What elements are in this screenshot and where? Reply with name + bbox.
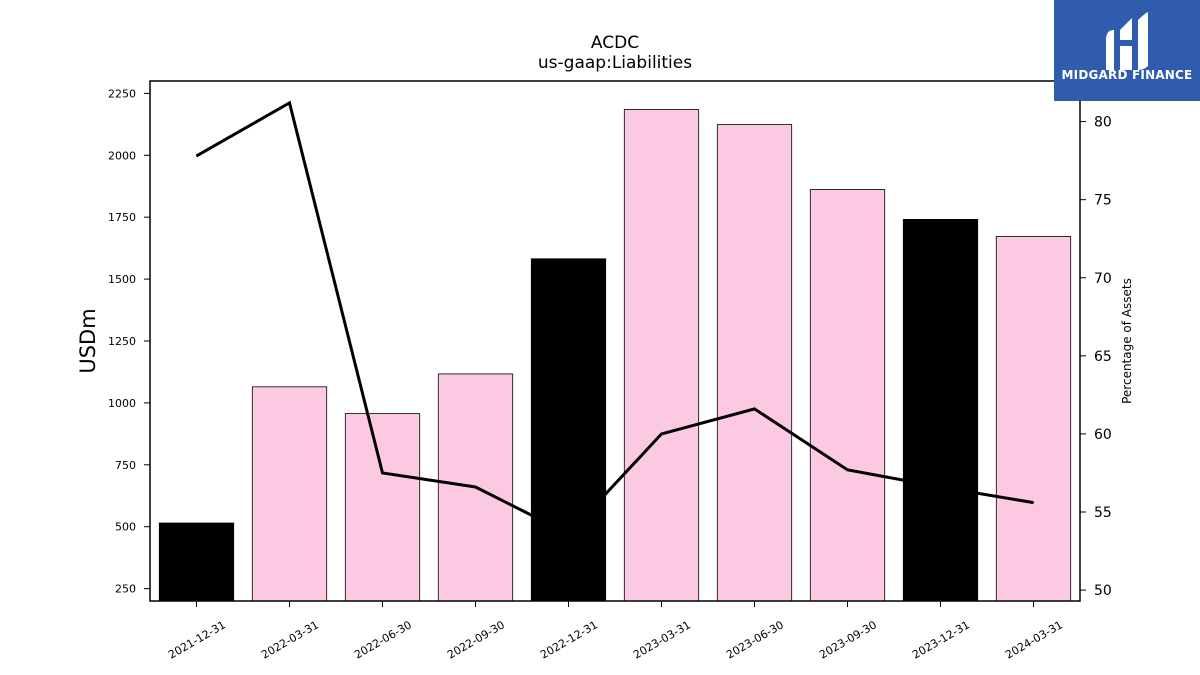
x-tick-label: 2022-09-30 (445, 618, 507, 661)
chart-subtitle: us-gaap:Liabilities (538, 53, 692, 73)
x-tick-label: 2022-06-30 (352, 618, 414, 661)
y-tick-label: 1500 (108, 273, 136, 286)
y-right-tick-label: 75 (1094, 193, 1112, 209)
line-point-2021-12-31 (196, 155, 197, 157)
line-point-2024-03-31 (1033, 502, 1034, 504)
bar-2023-12-31 (902, 219, 979, 602)
x-tick-label: 2023-06-30 (724, 618, 786, 661)
x-tick-label: 2022-12-31 (538, 618, 600, 661)
bar-2023-03-31 (623, 109, 700, 602)
y-tick-label: 2250 (108, 87, 136, 100)
x-tick-label: 2023-03-31 (631, 618, 693, 661)
line-point-2023-12-31 (940, 486, 941, 488)
x-tick-label: 2022-03-31 (259, 618, 321, 661)
y-right-tick-label: 80 (1094, 115, 1112, 131)
line-group (195, 100, 1034, 536)
bar-2023-06-30 (716, 124, 793, 602)
y-tick-label: 1750 (108, 211, 136, 224)
y-tick-label: 1000 (108, 397, 136, 410)
y-right-tick-label: 55 (1094, 505, 1112, 521)
y-tick-label: 500 (115, 521, 136, 534)
line-point-2022-03-31 (289, 102, 290, 104)
bars-group (158, 109, 1072, 602)
y-axis-left: 250 500 750 1000 1250 1500 1750 2000 2250 (108, 87, 150, 596)
chart-title: ACDC (591, 33, 639, 53)
line-point-2022-12-31 (568, 533, 569, 535)
percentage-of-assets-line (195, 100, 1034, 536)
x-tick-label: 2024-03-31 (1003, 618, 1065, 661)
line-point-2022-09-30 (475, 486, 476, 488)
y-tick-label: 2000 (108, 149, 136, 162)
bar-2022-06-30 (344, 413, 421, 602)
y-axis-label: USDm (76, 308, 100, 373)
y-tick-label: 750 (115, 459, 136, 472)
brand-logo: MIDGARD FINANCE (1054, 0, 1200, 101)
y-right-tick-label: 50 (1094, 583, 1112, 599)
y-axis-right-label: Percentage of Assets (1120, 278, 1134, 404)
bar-2024-03-31 (995, 236, 1072, 602)
bar-2022-12-31 (530, 258, 607, 602)
x-tick-label: 2023-12-31 (910, 618, 972, 661)
y-right-tick-label: 60 (1094, 427, 1112, 443)
bar-2021-12-31 (158, 522, 235, 602)
logo-mark-icon (1106, 12, 1148, 70)
y-tick-label: 1250 (108, 335, 136, 348)
line-point-2022-06-30 (382, 472, 383, 474)
y-tick-label: 250 (115, 583, 136, 596)
logo-text: MIDGARD FINANCE (1061, 68, 1193, 82)
line-point-2023-06-30 (754, 408, 755, 410)
y-right-tick-label: 65 (1094, 349, 1112, 365)
line-point-2023-09-30 (847, 469, 848, 471)
x-axis: 2021-12-31 2022-03-31 2022-06-30 2022-09-30… (166, 601, 1065, 662)
x-tick-label: 2021-12-31 (166, 618, 228, 661)
bar-2022-03-31 (251, 386, 328, 602)
y-axis-right: 50 55 60 65 70 75 80 (1080, 115, 1112, 599)
x-tick-label: 2023-09-30 (817, 618, 879, 661)
y-right-tick-label: 70 (1094, 271, 1112, 287)
line-point-2023-03-31 (661, 433, 662, 435)
bar-2023-09-30 (809, 189, 886, 602)
